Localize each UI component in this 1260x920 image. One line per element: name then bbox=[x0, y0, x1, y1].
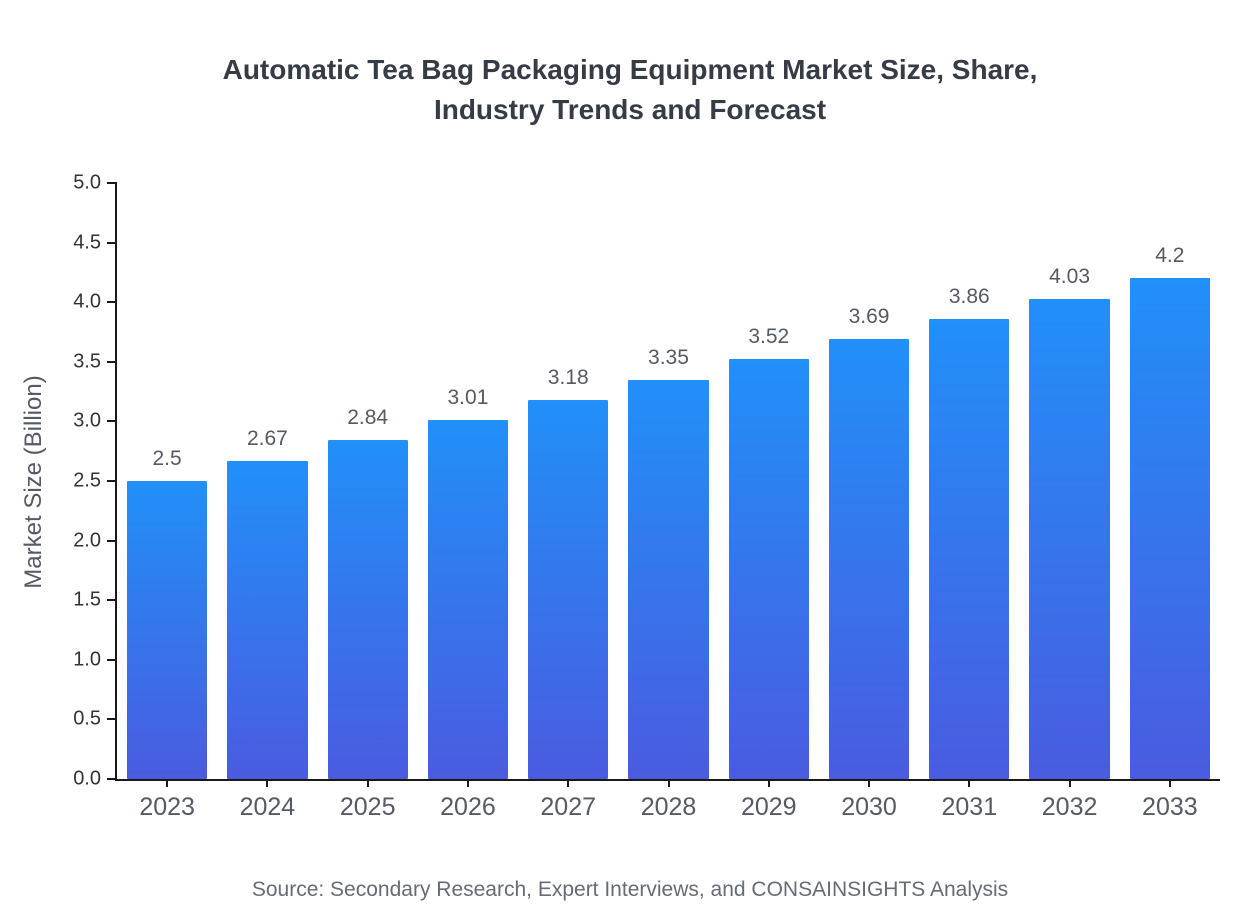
bar-2031: 3.86 bbox=[929, 285, 1010, 779]
x-tick-label: 2031 bbox=[941, 793, 998, 821]
y-tick-label: 4.0 bbox=[73, 290, 101, 313]
bar-2029: 3.52 bbox=[728, 325, 809, 779]
bar-2030: 3.69 bbox=[828, 305, 910, 779]
x-tick-label: 2032 bbox=[1041, 793, 1098, 821]
x-tick-mark bbox=[1068, 779, 1071, 787]
x-tick-label: 2028 bbox=[640, 793, 697, 821]
y-tick-label: 0.5 bbox=[73, 707, 101, 730]
y-tick-mark bbox=[107, 658, 117, 661]
chart-title-line1: Automatic Tea Bag Packaging Equipment Ma… bbox=[222, 54, 1038, 85]
x-tick-label: 2030 bbox=[841, 793, 897, 821]
plot-area: 0.0 0.5 1.0 1.5 2.0 2.5 3.0 3.5 4.0 4.5 5.0 2.5 2.6… bbox=[73, 172, 1220, 821]
bar-value-label: 3.69 bbox=[848, 305, 890, 329]
y-tick-mark bbox=[107, 301, 117, 304]
y-tick-label: 2.5 bbox=[73, 469, 101, 492]
y-tick-mark bbox=[107, 182, 117, 184]
x-tick-mark bbox=[366, 779, 369, 787]
bar-2028: 3.35 bbox=[628, 346, 709, 779]
y-tick-mark bbox=[107, 778, 117, 780]
bar-2033: 4.2 bbox=[1129, 244, 1210, 779]
x-tick-mark bbox=[1168, 779, 1171, 787]
bar-value-label: 2.5 bbox=[152, 447, 182, 470]
bar-2026: 3.01 bbox=[427, 386, 509, 779]
bar-value-label: 4.03 bbox=[1049, 264, 1090, 288]
y-tick-label: 1.0 bbox=[73, 648, 101, 671]
y-tick-label: 3.5 bbox=[73, 350, 101, 373]
chart-title: Automatic Tea Bag Packaging Equipment Ma… bbox=[0, 50, 1260, 130]
bar-2024: 2.67 bbox=[227, 427, 308, 779]
x-tick-label: 2033 bbox=[1142, 793, 1198, 821]
y-tick-label: 3.0 bbox=[73, 409, 101, 432]
bar-2023: 2.5 bbox=[127, 447, 208, 779]
x-tick-mark bbox=[567, 779, 570, 787]
chart-title-line2: Industry Trends and Forecast bbox=[433, 94, 827, 125]
x-tick-mark bbox=[667, 779, 670, 787]
bar-value-label: 3.35 bbox=[648, 345, 689, 369]
x-tick-mark bbox=[166, 779, 169, 787]
y-tick-mark bbox=[107, 360, 117, 363]
x-tick-mark bbox=[466, 779, 469, 787]
y-tick-label: 0.0 bbox=[73, 767, 101, 790]
x-tick-mark bbox=[767, 779, 770, 787]
y-tick-mark bbox=[107, 480, 117, 482]
y-tick-mark bbox=[107, 718, 117, 721]
x-tick-label: 2027 bbox=[540, 793, 597, 821]
y-tick-mark bbox=[107, 420, 117, 423]
source-caption: Source: Secondary Research, Expert Inter… bbox=[251, 878, 1009, 901]
x-tick-label: 2023 bbox=[139, 793, 195, 821]
bar-value-label: 3.52 bbox=[748, 325, 790, 349]
bar-value-label: 3.86 bbox=[948, 284, 990, 308]
x-tick-label: 2029 bbox=[740, 793, 797, 821]
y-tick-label: 2.0 bbox=[73, 529, 101, 552]
bar-value-label: 4.2 bbox=[1155, 244, 1185, 268]
x-tick-mark bbox=[968, 779, 971, 787]
bar-value-label: 3.18 bbox=[547, 365, 589, 389]
x-tick-mark bbox=[868, 779, 871, 787]
x-tick-label: 2024 bbox=[239, 793, 296, 821]
x-tick-label: 2026 bbox=[440, 793, 496, 821]
bar-value-label: 2.84 bbox=[347, 406, 389, 430]
bar-2027: 3.18 bbox=[528, 366, 609, 779]
y-tick-label: 1.5 bbox=[73, 588, 101, 611]
y-tick-label: 5.0 bbox=[73, 171, 101, 194]
y-tick-mark bbox=[107, 599, 117, 602]
y-tick-mark bbox=[107, 539, 117, 542]
bar-value-label: 2.67 bbox=[246, 426, 288, 450]
x-tick-label: 2025 bbox=[339, 793, 396, 821]
bar-2025: 2.84 bbox=[327, 406, 408, 779]
bar-value-label: 3.01 bbox=[447, 386, 489, 410]
y-tick-label: 4.5 bbox=[73, 231, 101, 254]
y-tick-mark bbox=[107, 241, 117, 244]
bar-2032: 4.03 bbox=[1029, 265, 1110, 779]
x-tick-mark bbox=[266, 779, 269, 787]
